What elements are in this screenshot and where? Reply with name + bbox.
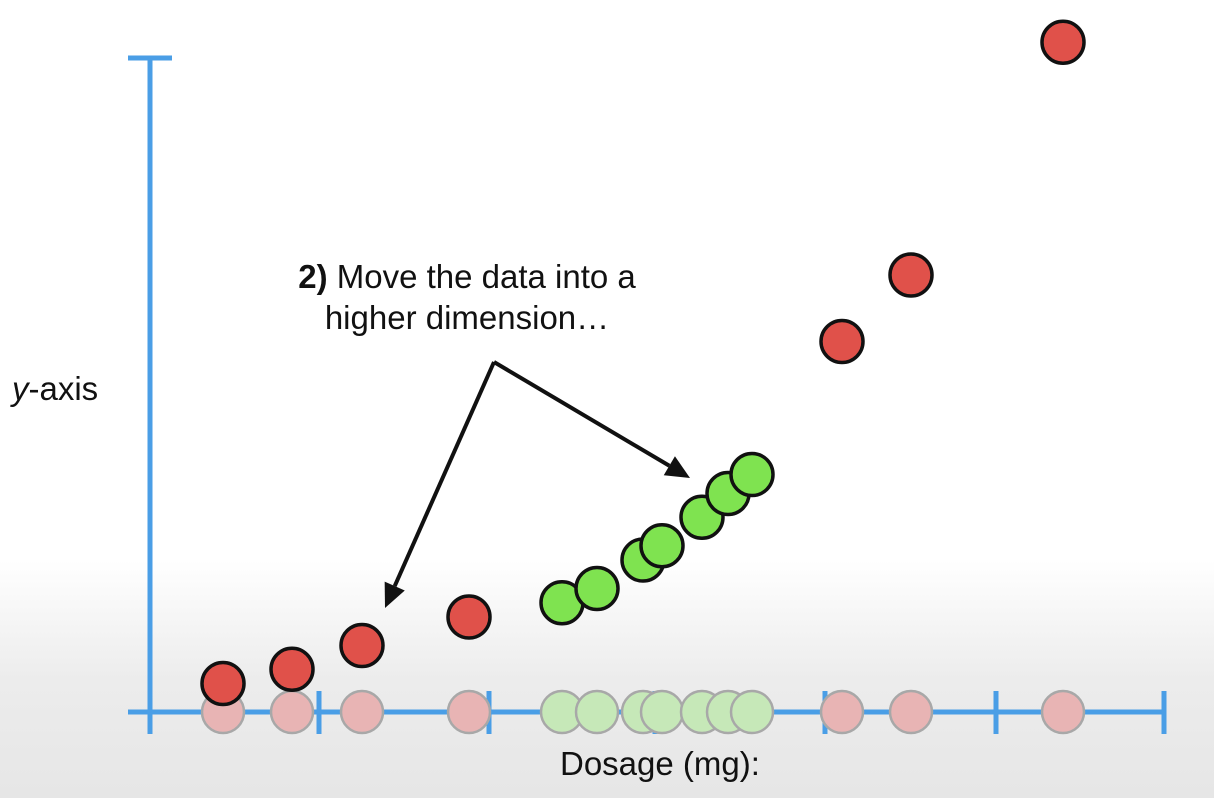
red-outer-raised-point-2 — [269, 646, 315, 692]
annotation-text: 2) Move the data into a higher dimension… — [232, 256, 702, 338]
red-outer-raised-point-4 — [446, 594, 492, 640]
axes — [128, 55, 1167, 734]
green-middle-original-point-2 — [574, 689, 620, 735]
green-middle-raised-point-4 — [639, 523, 685, 569]
original-points — [200, 689, 1086, 735]
red-outer-original-point-4 — [446, 689, 492, 735]
green-middle-original-point-4 — [639, 689, 685, 735]
annotation-arrows — [384, 360, 690, 608]
annotation-line1: Move the data into a — [327, 258, 636, 295]
red-outer-raised-point-5 — [819, 318, 865, 365]
annotation-step-number: 2) — [298, 258, 328, 295]
red-outer-original-point-2 — [269, 689, 315, 735]
green-middle-raised-point-2 — [574, 565, 620, 612]
red-outer-original-point-3 — [339, 689, 385, 735]
red-outer-raised-point-6 — [888, 252, 934, 298]
green-middle-raised-point-7 — [729, 451, 775, 498]
green-middle-original-point-7 — [729, 689, 775, 735]
y-axis-label: y-axis — [12, 370, 98, 408]
annotation-line2: higher dimension… — [324, 299, 610, 336]
red-outer-raised-point-7 — [1040, 19, 1086, 65]
x-axis-label: Dosage (mg): — [560, 745, 760, 782]
red-outer-raised-point-1 — [200, 660, 246, 707]
raised-points — [200, 19, 1086, 707]
red-outer-raised-point-3 — [339, 622, 385, 669]
arrow-left-head — [384, 581, 405, 608]
arrow-right-head — [663, 456, 690, 478]
y-axis-label-rest: -axis — [28, 370, 99, 407]
red-outer-original-point-6 — [888, 689, 934, 735]
red-outer-original-point-5 — [819, 689, 865, 735]
arrow-right-shaft — [492, 360, 671, 468]
y-axis-label-italic: y — [12, 370, 29, 407]
arrow-left-shaft — [392, 361, 496, 587]
red-outer-original-point-7 — [1040, 689, 1086, 735]
